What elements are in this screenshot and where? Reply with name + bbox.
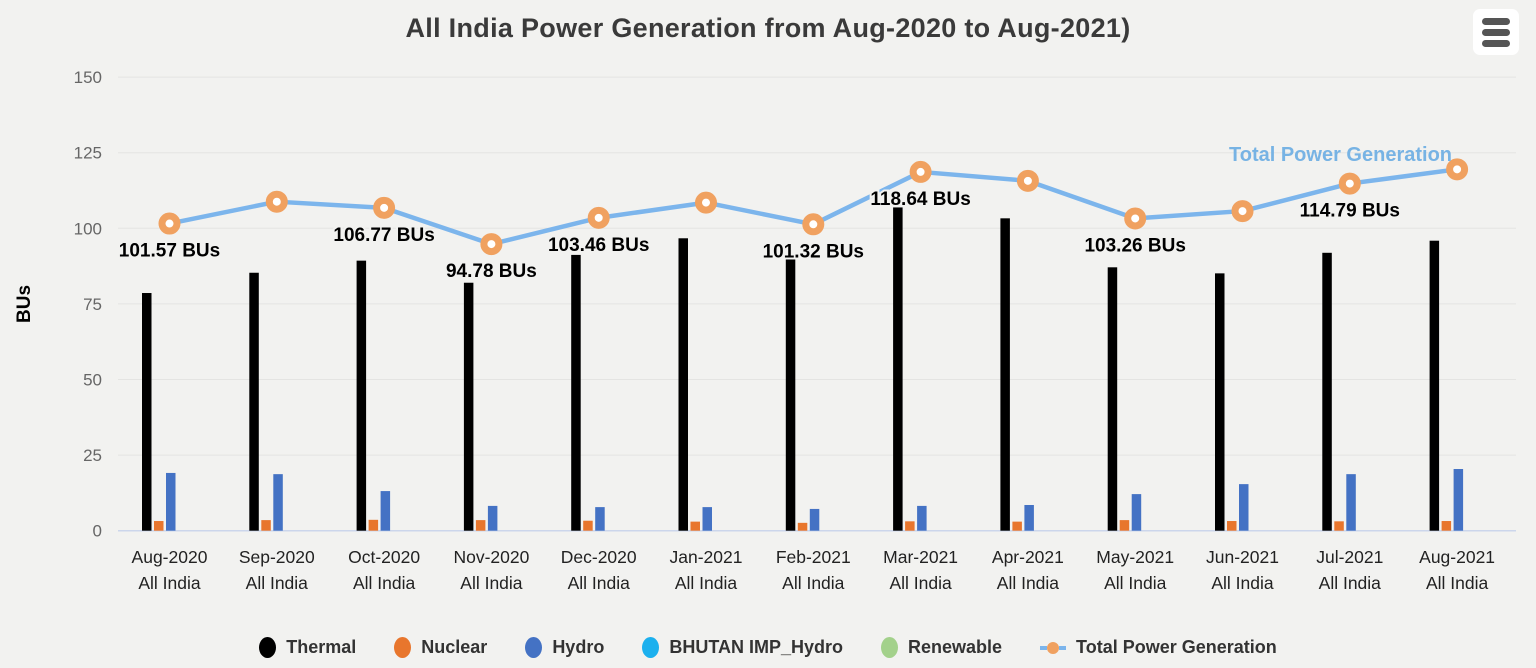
total-power-marker — [158, 212, 181, 235]
hydro-marker-icon — [525, 637, 543, 658]
chart-plot-area: 101.57 BUs 106.77 BUs 94.78 BUs 103.46 BUs 1… — [14, 68, 1516, 593]
svg-text:125: 125 — [74, 144, 102, 163]
hydro-bars — [166, 469, 1464, 531]
svg-text:103.26 BUs: 103.26 BUs — [1084, 235, 1185, 256]
legend-item-label: BHUTAN IMP_Hydro — [669, 637, 843, 657]
x-axis-label: Aug-2021 All India — [1419, 547, 1495, 593]
total-power-marker — [587, 206, 610, 229]
x-axis-label: Jan-2021 All India — [670, 547, 743, 593]
gridlines — [118, 76, 1516, 532]
thermal-bars — [142, 207, 1440, 531]
x-axis-labels: Aug-2020 All India Sep-2020 All India Oct-20… — [132, 547, 1496, 593]
total-power-marker — [1016, 169, 1039, 192]
legend-item-hydro[interactable]: Hydro — [525, 637, 604, 658]
x-axis-label: Feb-2021 All India — [776, 547, 851, 593]
x-axis-label: Dec-2020 All India — [561, 547, 637, 593]
total-power-marker — [1124, 207, 1147, 230]
svg-text:25: 25 — [83, 446, 102, 465]
svg-text:100: 100 — [74, 219, 102, 238]
legend-item-label: Nuclear — [421, 637, 488, 657]
legend-item-label: Hydro — [552, 637, 605, 657]
legend-item-label: Total Power Generation — [1076, 637, 1277, 657]
renewable-marker-icon — [881, 637, 898, 658]
svg-text:106.77 BUs: 106.77 BUs — [333, 225, 434, 246]
svg-text:0: 0 — [93, 522, 102, 541]
chart-title: All India Power Generation from Aug-2020… — [405, 13, 1131, 43]
bar-groups — [142, 207, 1464, 531]
legend-item-label: Renewable — [908, 637, 1003, 657]
x-axis-label: Nov-2020 All India — [453, 547, 529, 593]
svg-text:114.79 BUs: 114.79 BUs — [1300, 201, 1400, 222]
nuclear-bars — [154, 519, 1452, 531]
y-axis-title: BUs — [14, 285, 35, 323]
legend-item-total-power-generation[interactable]: Total Power Generation — [1040, 637, 1277, 658]
legend-item-bhutan-imp-hydro[interactable]: BHUTAN IMP_Hydro — [642, 637, 843, 658]
x-axis-label: Oct-2020 All India — [348, 547, 420, 593]
svg-text:75: 75 — [83, 295, 102, 314]
x-axis-label: Sep-2020 All India — [239, 547, 315, 593]
x-axis-label: Aug-2020 All India — [132, 547, 208, 593]
total-power-marker — [373, 196, 396, 219]
legend-item-thermal[interactable]: Thermal — [259, 637, 356, 658]
x-axis-label: Jul-2021 All India — [1316, 547, 1383, 593]
hamburger-menu-icon — [1482, 17, 1510, 47]
x-axis-label: Apr-2021 All India — [992, 547, 1064, 593]
bhutan-imp-hydro-marker-icon — [642, 637, 660, 658]
total-power-marker — [1231, 200, 1254, 223]
thermal-marker-icon — [259, 637, 277, 658]
svg-text:50: 50 — [83, 371, 102, 390]
svg-text:103.46 BUs: 103.46 BUs — [548, 235, 649, 256]
total-power-marker — [480, 233, 503, 256]
line-markers — [158, 158, 1469, 256]
svg-text:101.32 BUs: 101.32 BUs — [763, 241, 864, 262]
total-power-marker — [1446, 158, 1469, 181]
total-power-marker — [1338, 172, 1361, 195]
x-axis-label: Jun-2021 All India — [1206, 547, 1279, 593]
series-label-total-power-generation: Total Power Generation — [1229, 144, 1452, 166]
chart-context-menu-button[interactable] — [1473, 9, 1519, 55]
total-power-marker — [695, 191, 717, 214]
x-axis-label: May-2021 All India — [1096, 547, 1174, 593]
svg-text:118.64 BUs: 118.64 BUs — [870, 189, 970, 210]
x-axis-label: Mar-2021 All India — [883, 547, 958, 593]
total-power-marker — [265, 190, 288, 213]
y-axis-tick-labels: 0 25 50 75 100 125 150 — [74, 68, 102, 541]
legend-item-renewable[interactable]: Renewable — [881, 637, 1002, 658]
svg-text:101.57 BUs: 101.57 BUs — [119, 241, 220, 262]
svg-text:150: 150 — [74, 68, 102, 87]
total-power-marker — [909, 160, 932, 183]
legend-item-nuclear[interactable]: Nuclear — [394, 637, 487, 658]
total-power-generation-marker-icon — [1040, 641, 1067, 654]
legend-item-label: Thermal — [286, 637, 357, 657]
legend: Thermal Nuclear Hydro BHUTAN IMP_Hydro Renew… — [0, 637, 1536, 658]
total-power-marker — [802, 213, 825, 236]
nuclear-marker-icon — [394, 637, 412, 658]
data-labels: 101.57 BUs 106.77 BUs 94.78 BUs 103.46 BUs 1… — [117, 187, 1402, 284]
svg-text:94.78 BUs: 94.78 BUs — [446, 261, 537, 282]
